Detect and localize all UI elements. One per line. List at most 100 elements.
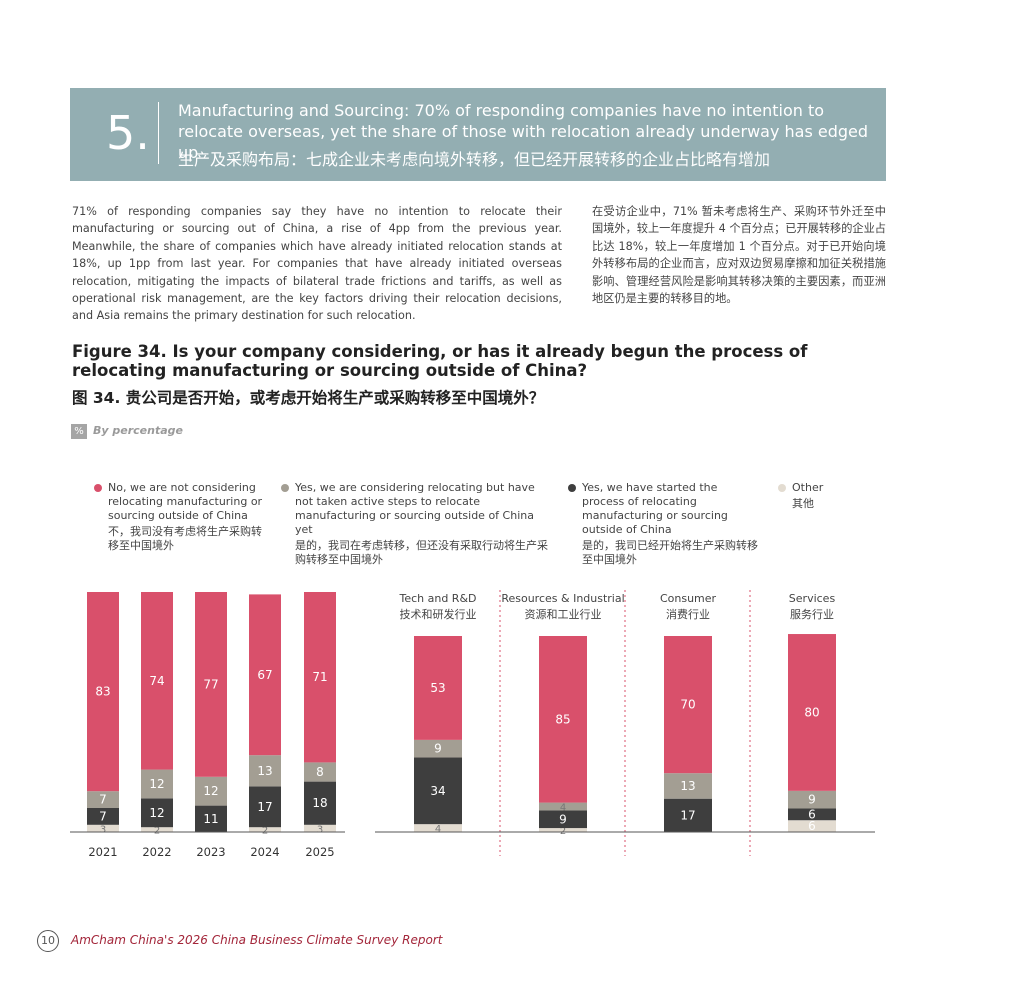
paragraph: 71% of responding companies say they hav… <box>72 205 562 323</box>
legend-item: Other 其他 <box>778 481 852 511</box>
data-label: 53 <box>430 681 445 695</box>
data-label: 8 <box>316 765 324 779</box>
bar-segment <box>539 810 587 829</box>
bar-segment <box>195 805 227 832</box>
bar-segment <box>249 755 281 787</box>
bar-segment <box>664 636 712 774</box>
bar-segment <box>788 634 836 791</box>
section-title: Manufacturing and Sourcing: 70% of respo… <box>178 101 869 162</box>
data-label: 12 <box>203 784 218 798</box>
bar-segment <box>87 791 119 808</box>
bar-segment <box>304 592 336 763</box>
category-label-zh: 消费行业 <box>666 607 710 621</box>
data-label: 9 <box>808 793 816 807</box>
legend-label-zh: 是的，我司已经开始将生产采购转移至中国境外 <box>582 539 758 566</box>
x-tick-label: 2021 <box>88 845 117 859</box>
bar-segment <box>539 828 587 832</box>
section-title-zh: 生产及采购布局：七成企业未考虑向境外转移，但已经开展转移的企业占比略有增加 <box>178 150 771 169</box>
bar-segment <box>664 798 712 832</box>
legend-swatch <box>778 484 786 492</box>
category-label: Services <box>789 592 836 605</box>
data-label: 4 <box>435 824 441 835</box>
category-label: Resources & Industrial <box>501 592 624 605</box>
category-label-zh: 技术和研发行业 <box>400 607 477 621</box>
data-label: 12 <box>149 806 164 820</box>
legend-item: Yes, we are considering relocating but h… <box>281 481 555 567</box>
bar-segment <box>87 592 119 792</box>
bar-segment <box>249 786 281 828</box>
data-label: 7 <box>99 809 107 823</box>
data-label: 6 <box>808 819 816 833</box>
bar-segment <box>249 594 281 756</box>
divider <box>158 102 159 164</box>
data-label: 2 <box>154 826 160 837</box>
section-number: 5. <box>106 106 150 160</box>
bar-segment <box>304 762 336 782</box>
legend-label: No, we are not considering relocating ma… <box>108 481 263 522</box>
bar-segment <box>87 808 119 825</box>
data-label: 18 <box>312 796 327 810</box>
bar-segment <box>304 824 336 832</box>
bar-segment <box>87 824 119 832</box>
data-label: 77 <box>203 677 218 691</box>
bar-segment <box>195 776 227 806</box>
legend-label: Other <box>792 481 824 494</box>
bar-segment <box>141 827 173 832</box>
figure-title: Figure 34. Is your company considering, … <box>72 342 808 380</box>
x-tick-label: 2022 <box>142 845 171 859</box>
bar-segment <box>141 769 173 799</box>
data-label: 9 <box>434 742 442 756</box>
legend-item: No, we are not considering relocating ma… <box>94 481 268 553</box>
data-label: 12 <box>149 777 164 791</box>
data-label: 4 <box>560 803 566 814</box>
unit-label: By percentage <box>93 424 183 437</box>
bar-segment <box>141 798 173 828</box>
bar-segment <box>414 824 462 832</box>
data-label: 17 <box>257 800 272 814</box>
data-label: 67 <box>257 668 272 682</box>
figure-title-zh: 图 34. 贵公司是否开始，或考虑开始将生产或采购转移至中国境外？ <box>72 389 545 407</box>
x-tick-label: 2023 <box>196 845 225 859</box>
section-header: 5. Manufacturing and Sourcing: 70% of re… <box>70 88 886 181</box>
data-label: 2 <box>262 826 268 837</box>
bar-segment <box>304 781 336 825</box>
legend-label: Yes, we are considering relocating but h… <box>295 481 535 536</box>
bar-segment <box>414 739 462 758</box>
legend-swatch <box>568 484 576 492</box>
data-label: 3 <box>317 824 323 835</box>
data-label: 13 <box>680 779 695 793</box>
data-label: 17 <box>680 808 695 822</box>
legend-label-zh: 不，我司没有考虑将生产采购转移至中国境外 <box>108 525 262 552</box>
legend-label-zh: 是的，我司在考虑转移，但还没有采取行动将生产采购转移至中国境外 <box>295 539 548 566</box>
bar-segment <box>539 802 587 811</box>
bar-segment <box>141 592 173 770</box>
x-tick-label: 2024 <box>250 845 279 859</box>
legend-swatch <box>94 484 102 492</box>
bar-segment <box>664 773 712 799</box>
data-label: 70 <box>680 698 695 712</box>
data-label: 83 <box>95 685 110 699</box>
bar-segment <box>788 808 836 821</box>
x-tick-label: 2025 <box>305 845 334 859</box>
data-label: 9 <box>559 812 567 826</box>
category-label-zh: 资源和工业行业 <box>525 607 602 621</box>
bar-segment <box>414 757 462 825</box>
bar-segment <box>249 827 281 832</box>
legend-label-zh: 其他 <box>792 497 814 510</box>
data-label: 74 <box>149 674 164 688</box>
category-label: Consumer <box>660 592 717 605</box>
data-label: 34 <box>430 784 445 798</box>
data-label: 80 <box>804 705 819 719</box>
footer-text: AmCham China's 2026 China Business Clima… <box>71 933 443 947</box>
legend-swatch <box>281 484 289 492</box>
data-label: 6 <box>808 807 816 821</box>
legend-item: Yes, we have started the process of relo… <box>568 481 762 567</box>
data-label: 71 <box>312 670 327 684</box>
data-label: 7 <box>99 793 107 807</box>
data-label: 13 <box>257 764 272 778</box>
bar-segment <box>788 790 836 809</box>
bar-segment <box>788 820 836 832</box>
unit-icon: % <box>71 424 87 439</box>
